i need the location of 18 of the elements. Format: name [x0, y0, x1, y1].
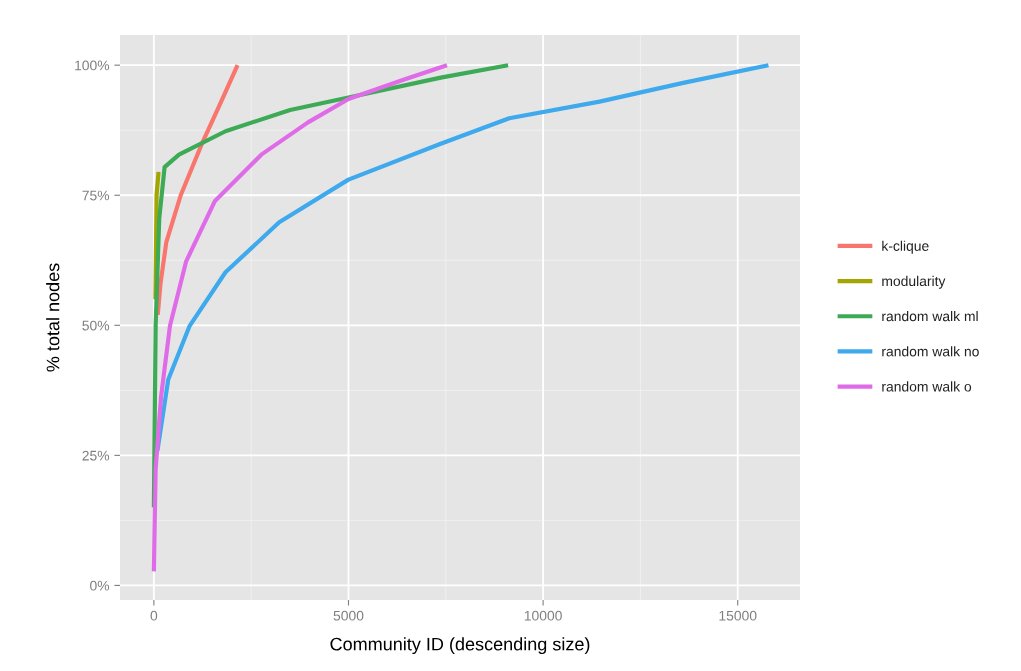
y-tick-label: 25% [82, 450, 110, 461]
x-tick-label: 15000 [719, 610, 757, 621]
legend-label: random walk no [882, 346, 979, 357]
x-tick-label: 5000 [333, 610, 364, 621]
legend-label: k-clique [882, 240, 929, 254]
y-tick-label: 0% [90, 580, 110, 591]
x-tick-label: 0 [150, 610, 158, 621]
y-axis-title: % total nodes [46, 263, 60, 372]
legend-label: random walk ml [882, 311, 978, 322]
x-axis-title: Community ID (descending size) [330, 637, 590, 655]
line-series [155, 63, 240, 317]
x-tick-label: 10000 [524, 610, 562, 621]
line-series [151, 63, 450, 574]
y-tick-label: 100% [75, 60, 110, 71]
y-tick-label: 50% [82, 320, 110, 331]
legend-label: random walk o [882, 381, 972, 392]
legend-label: modularity [882, 275, 946, 289]
y-tick-label: 75% [82, 190, 110, 201]
